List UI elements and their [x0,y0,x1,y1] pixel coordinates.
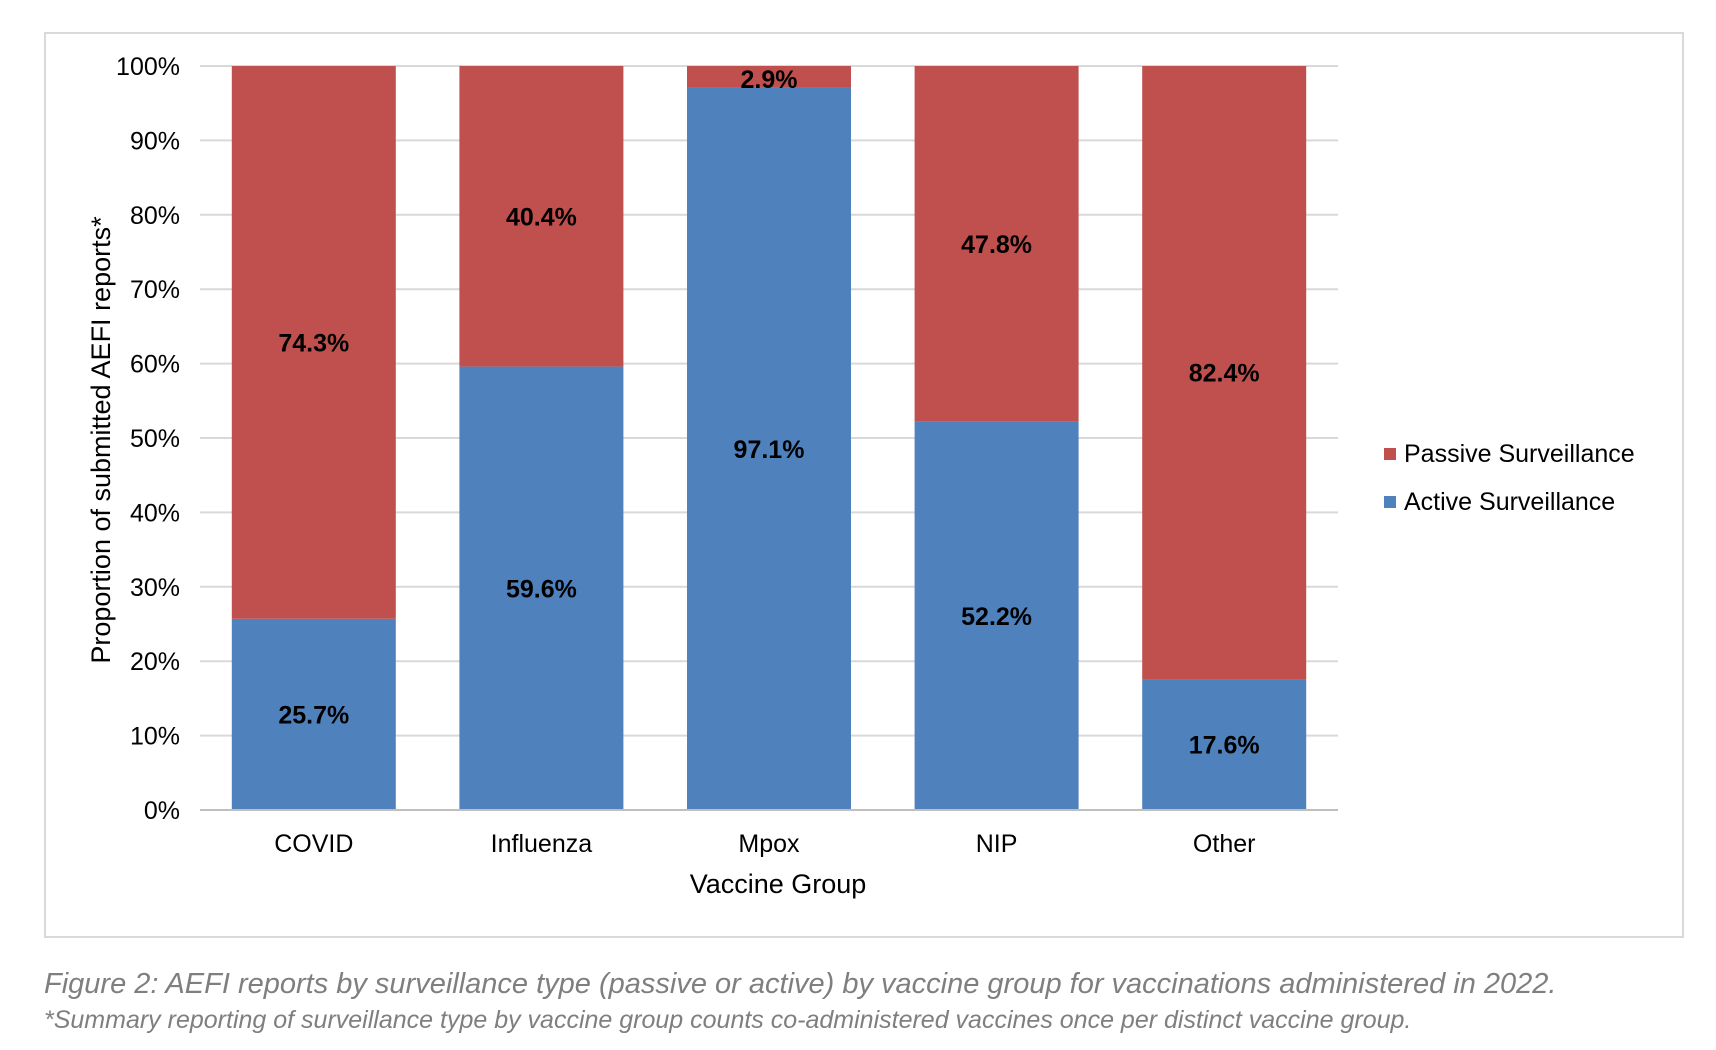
data-label: 47.8% [961,231,1032,259]
x-tick-label: Influenza [491,830,593,858]
figure-caption: Figure 2: AEFI reports by surveillance t… [44,968,1557,1000]
bar-active-covid [231,618,396,810]
y-tick-label: 30% [130,574,180,602]
y-tick-label: 0% [144,797,180,825]
legend: Passive Surveillance Active Surveillance [1384,440,1635,516]
x-axis-title: Vaccine Group [690,869,867,899]
bar-passive-covid [231,66,396,619]
y-tick-label: 90% [130,127,180,155]
bar-active-influenza [459,366,624,810]
y-tick-label: 70% [130,276,180,304]
bar-passive-other [1142,66,1307,680]
legend-label: Passive Surveillance [1404,440,1635,468]
x-tick-label: Mpox [738,830,800,858]
x-tick-label: COVID [274,830,353,858]
data-label: 2.9% [741,66,798,94]
y-tick-label: 40% [130,499,180,527]
y-tick-label: 10% [130,723,180,751]
y-tick-label: 50% [130,425,180,453]
x-tick-label: Other [1193,830,1256,858]
y-axis-title: Proportion of submitted AEFI reports* [86,216,116,664]
bar-passive-influenza [459,66,624,367]
y-tick-label: 20% [130,648,180,676]
y-tick-label: 60% [130,351,180,379]
bars [231,66,1307,811]
x-tick-label: NIP [976,830,1018,858]
bar-passive-nip [914,66,1079,422]
data-labels: 25.7% 74.3% 59.6% 40.4% 97.1% 2.9% 52.2% 47.8% 1… [278,66,1259,760]
data-label: 74.3% [278,329,349,357]
data-label: 25.7% [278,701,349,729]
figure-footnote: *Summary reporting of surveillance type … [44,1006,1412,1034]
bar-passive-mpox [687,66,851,88]
y-tick-label: 100% [116,53,180,81]
data-label: 82.4% [1189,360,1260,388]
legend-label: Active Surveillance [1404,488,1615,516]
bar-active-mpox [687,87,851,811]
data-label: 97.1% [734,436,805,464]
legend-swatch [1384,448,1396,460]
data-label: 52.2% [961,603,1032,631]
data-label: 59.6% [506,575,577,603]
bar-active-other [1142,679,1307,810]
data-label: 40.4% [506,203,577,231]
legend-swatch [1384,496,1396,508]
data-label: 17.6% [1189,732,1260,760]
axes: 0% 10% 20% 30% 40% 50% 60% 70% 80% 90% 100% COVID In… [116,53,1338,858]
bar-active-nip [914,421,1079,810]
y-tick-label: 80% [130,202,180,230]
